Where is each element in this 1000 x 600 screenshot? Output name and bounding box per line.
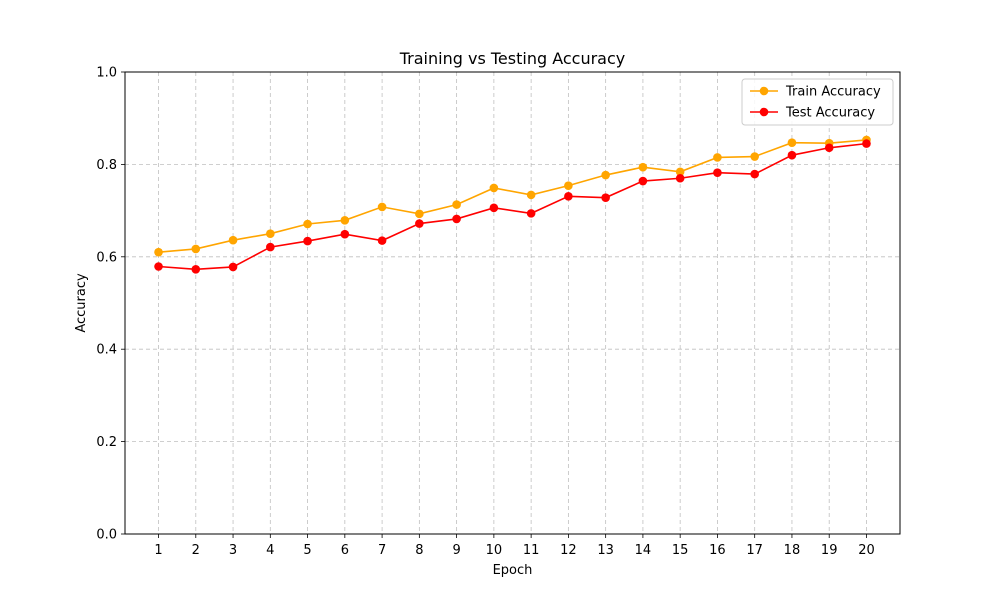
data-point [601, 193, 610, 202]
x-tick-label: 2 [192, 543, 200, 558]
data-point [303, 237, 312, 246]
data-point [713, 168, 722, 177]
x-tick-label: 10 [486, 543, 503, 558]
x-tick-label: 13 [597, 543, 614, 558]
y-tick-label: 0.0 [96, 528, 117, 543]
data-point [452, 200, 461, 209]
data-point [341, 216, 350, 225]
x-tick-label: 5 [303, 543, 311, 558]
x-tick-label: 14 [635, 543, 652, 558]
x-tick-label: 12 [560, 543, 577, 558]
axes [121, 72, 900, 538]
data-point [378, 203, 387, 212]
data-point [415, 210, 424, 219]
data-point [788, 151, 797, 160]
x-tick-label: 17 [746, 543, 763, 558]
y-tick-label: 0.8 [96, 158, 117, 173]
x-tick-label: 3 [229, 543, 237, 558]
series-line [159, 144, 867, 270]
data-point [452, 215, 461, 224]
grid [125, 72, 900, 534]
legend-label: Train Accuracy [785, 85, 881, 100]
y-tick-label: 0.4 [96, 343, 117, 358]
x-tick-label: 9 [452, 543, 460, 558]
y-tick-label: 0.6 [96, 250, 117, 265]
y-axis-title: Accuracy [74, 273, 89, 333]
x-tick-label: 6 [341, 543, 349, 558]
x-tick-label: 20 [858, 543, 875, 558]
data-point [229, 236, 238, 245]
x-tick-label: 18 [784, 543, 801, 558]
x-tick-label: 1 [154, 543, 162, 558]
x-tick-label: 15 [672, 543, 689, 558]
data-point [415, 219, 424, 228]
x-axis-title: Epoch [493, 563, 533, 578]
data-point [639, 163, 648, 172]
legend-marker [760, 108, 769, 117]
data-point [750, 152, 759, 161]
y-tick-label: 0.2 [96, 435, 117, 450]
data-point [490, 184, 499, 193]
data-point [564, 192, 573, 201]
data-point [191, 245, 200, 254]
data-point [601, 171, 610, 180]
legend: Train Accuracy Test Accuracy [742, 79, 893, 125]
data-point [825, 143, 834, 152]
plot-frame [125, 72, 900, 534]
series-line [159, 140, 867, 252]
data-point [191, 265, 200, 274]
data-point [527, 191, 536, 200]
data-point [713, 153, 722, 162]
data-point [154, 248, 163, 257]
data-point [266, 229, 275, 238]
data-point [154, 262, 163, 271]
legend-marker [760, 87, 769, 96]
data-point [639, 177, 648, 186]
data-point [378, 236, 387, 245]
data-point [788, 138, 797, 147]
data-point [266, 243, 275, 252]
data-point [303, 220, 312, 229]
x-tick-label: 7 [378, 543, 386, 558]
data-point [527, 209, 536, 218]
legend-label: Test Accuracy [785, 106, 875, 121]
data-point [676, 174, 685, 183]
data-point [341, 230, 350, 239]
series-layer [154, 136, 871, 274]
x-tick-label: 8 [415, 543, 423, 558]
x-tick-label: 19 [821, 543, 838, 558]
x-tick-label: 11 [523, 543, 540, 558]
x-tick-label: 16 [709, 543, 726, 558]
x-tick-label: 4 [266, 543, 274, 558]
y-tick-label: 1.0 [96, 66, 117, 81]
data-point [564, 181, 573, 190]
data-point [862, 139, 871, 148]
tick-labels: 1 2 3 4 5 6 7 8 9 10 11 12 13 14 15 16 17 18 19 200.00.20.4… [96, 66, 874, 559]
chart-title: Training vs Testing Accuracy [399, 49, 626, 68]
data-point [490, 204, 499, 213]
data-point [229, 263, 238, 272]
data-point [750, 170, 759, 179]
